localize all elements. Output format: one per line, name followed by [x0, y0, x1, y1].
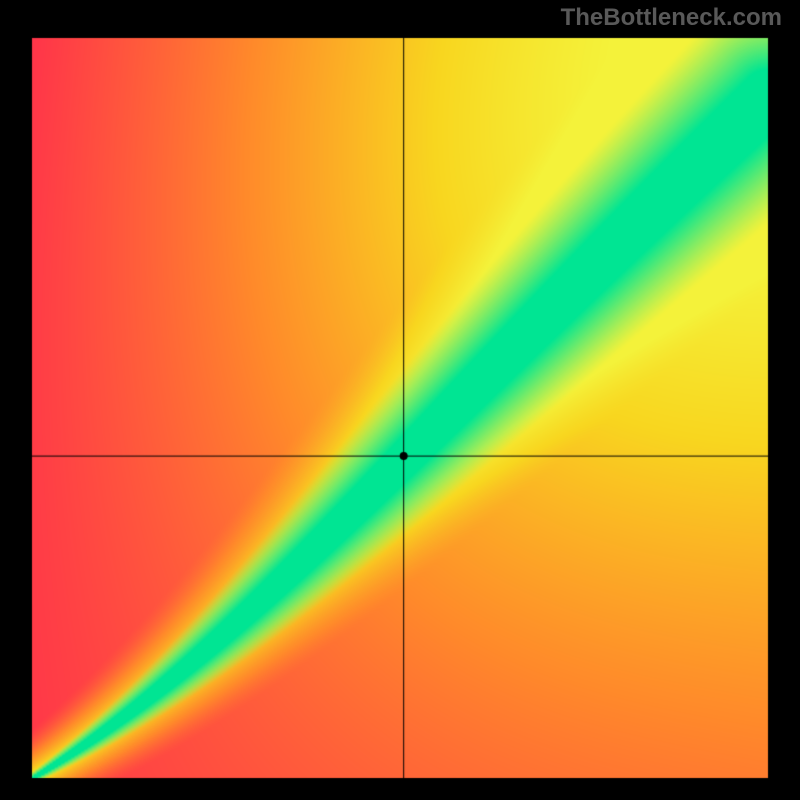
- bottleneck-heatmap: [0, 0, 800, 800]
- watermark-text: TheBottleneck.com: [561, 4, 782, 32]
- chart-container: TheBottleneck.com: [0, 0, 800, 800]
